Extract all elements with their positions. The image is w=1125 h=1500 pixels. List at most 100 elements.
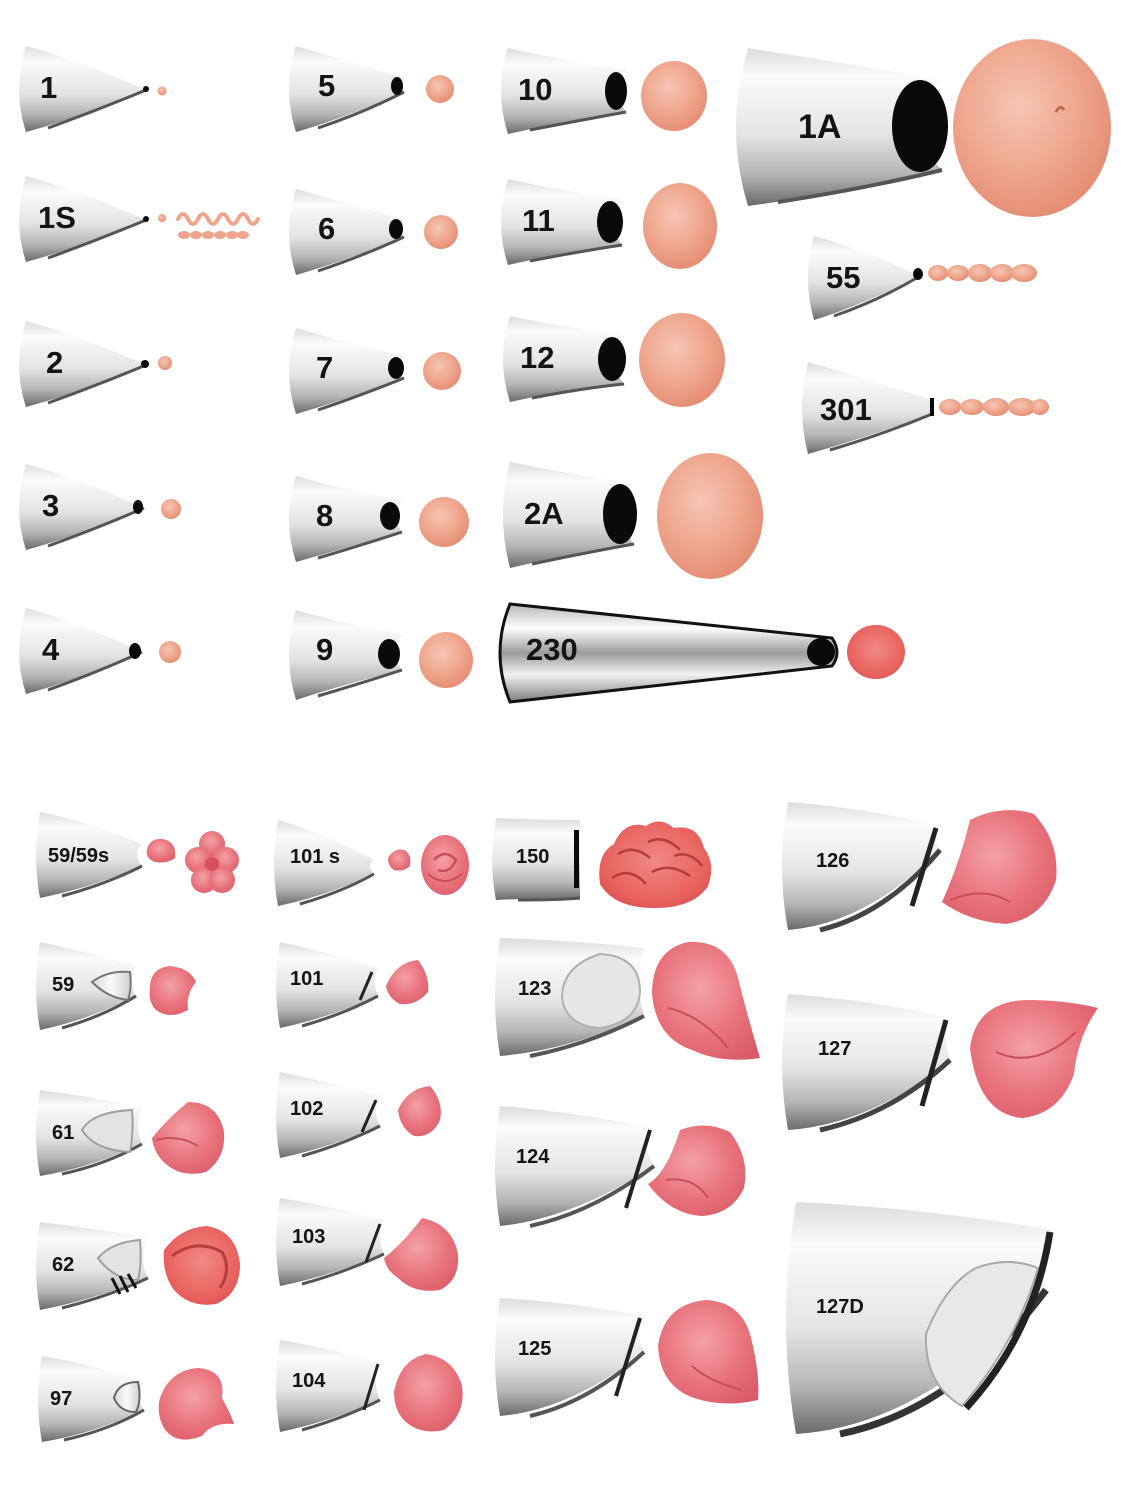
- tip-126-label: 126: [816, 850, 850, 872]
- tip-97-icing-petal: [156, 1364, 236, 1446]
- tip-123-body-icon: [495, 938, 645, 1058]
- tip-103-label: 103: [292, 1226, 326, 1248]
- tip-4[interactable]: 4: [8, 602, 150, 700]
- tip-1s-icing-samples: [156, 205, 272, 241]
- tip-127[interactable]: 127: [776, 988, 956, 1136]
- tip-127d[interactable]: 127D: [776, 1194, 1058, 1442]
- tip-101-label: 101: [290, 968, 324, 990]
- tip-8-icing-dot: [418, 496, 470, 548]
- tip-9[interactable]: 9: [280, 604, 410, 706]
- tip-2a[interactable]: 2A: [494, 456, 644, 574]
- tip-5[interactable]: 5: [280, 40, 410, 138]
- tip-1a-body-icon: [736, 48, 948, 206]
- tip-3-icing-dot: [160, 498, 182, 520]
- tip-127-label: 127: [818, 1038, 852, 1060]
- tip-230-label: 230: [526, 632, 578, 667]
- tip-126[interactable]: 126: [776, 796, 946, 936]
- tip-123[interactable]: 123: [490, 932, 650, 1062]
- tip-12-label: 12: [520, 340, 555, 375]
- tip-59-59s[interactable]: 59/59s: [32, 808, 146, 902]
- tip-4-label: 4: [42, 632, 60, 667]
- tip-62[interactable]: 62: [32, 1218, 152, 1314]
- tip-1s[interactable]: 1S: [8, 170, 150, 268]
- tip-301[interactable]: 301: [794, 356, 936, 460]
- tip-102-icing-petal: [396, 1084, 444, 1140]
- tip-11-label: 11: [522, 203, 555, 238]
- tip-102[interactable]: 102: [272, 1068, 384, 1162]
- tip-124-body-icon: [495, 1106, 656, 1228]
- tip-301-icing-beads: [938, 396, 1050, 418]
- tip-97-label: 97: [50, 1388, 73, 1410]
- tip-6-icing-dot: [423, 214, 459, 250]
- tip-55-label: 55: [826, 260, 861, 295]
- tip-126-body-icon: [782, 802, 942, 933]
- tip-97-body-icon: [38, 1356, 145, 1442]
- tip-11[interactable]: 11: [492, 173, 634, 271]
- tip-125[interactable]: 125: [490, 1292, 650, 1422]
- tip-104-icing-petal: [392, 1350, 466, 1436]
- tip-125-label: 125: [518, 1338, 552, 1360]
- tip-62-label: 62: [52, 1254, 75, 1276]
- tip-123-icing-petal: [648, 938, 762, 1066]
- tip-101[interactable]: 101: [272, 938, 382, 1032]
- tip-7-body-icon: [289, 328, 405, 414]
- tip-301-body-icon: [802, 362, 934, 454]
- tip-11-body-icon: [501, 179, 623, 265]
- tip-59-59s-icing-flower: [185, 828, 239, 898]
- tip-11-icing-dot: [642, 182, 718, 270]
- tip-2a-label: 2A: [524, 496, 564, 531]
- tip-2[interactable]: 2: [8, 315, 150, 413]
- tip-125-body-icon: [495, 1298, 646, 1418]
- tip-101-body-icon: [276, 942, 379, 1028]
- tip-59[interactable]: 59: [32, 938, 140, 1034]
- tip-8[interactable]: 8: [280, 470, 410, 568]
- tip-2-icing-dot: [157, 355, 173, 371]
- tip-6-label: 6: [318, 211, 336, 246]
- tip-230[interactable]: 230: [496, 600, 842, 706]
- tip-12[interactable]: 12: [494, 310, 636, 408]
- tip-103-body-icon: [276, 1198, 385, 1286]
- tip-59-59s-label: 59/59s: [48, 845, 110, 867]
- tip-7[interactable]: 7: [280, 322, 410, 420]
- tip-124-label: 124: [516, 1146, 550, 1168]
- tip-8-body-icon: [289, 476, 403, 562]
- tip-127d-label: 127D: [816, 1296, 864, 1318]
- tip-103[interactable]: 103: [272, 1194, 388, 1290]
- tip-9-body-icon: [289, 610, 403, 700]
- tip-10-icing-dot: [640, 60, 708, 132]
- tip-5-body-icon: [289, 46, 405, 132]
- tip-61-icing-petal: [148, 1098, 228, 1178]
- tip-1[interactable]: 1: [8, 40, 150, 138]
- tip-104[interactable]: 104: [272, 1336, 384, 1436]
- tip-59-59s-body-icon: [36, 812, 143, 898]
- tip-4-body-icon: [19, 608, 143, 694]
- tip-62-body-icon: [36, 1222, 149, 1310]
- tip-1s-label: 1S: [38, 200, 76, 235]
- tip-102-body-icon: [276, 1072, 381, 1158]
- tip-1a[interactable]: 1A: [728, 42, 950, 212]
- tip-124-icing-petal: [646, 1118, 750, 1218]
- tip-5-icing-dot: [425, 74, 455, 104]
- tip-101s[interactable]: 101 s: [270, 816, 378, 910]
- tip-3[interactable]: 3: [8, 458, 150, 556]
- tip-123-label: 123: [518, 978, 552, 1000]
- tip-3-label: 3: [42, 488, 60, 523]
- tip-150[interactable]: 150: [488, 812, 588, 906]
- tip-1-label: 1: [40, 70, 58, 105]
- tip-61[interactable]: 61: [32, 1086, 146, 1180]
- tip-97[interactable]: 97: [34, 1352, 148, 1446]
- tip-126-icing-petal: [940, 802, 1060, 926]
- tip-124[interactable]: 124: [490, 1100, 660, 1232]
- tip-1a-icing-dot: [952, 38, 1112, 218]
- tip-10[interactable]: 10: [492, 42, 634, 140]
- tip-55[interactable]: 55: [800, 230, 924, 326]
- tip-101s-icing-rose: [420, 834, 470, 896]
- tip-9-icing-dot: [418, 631, 474, 689]
- tip-1s-body-icon: [19, 176, 149, 262]
- tip-12-icing-dot: [638, 312, 726, 408]
- tip-103-icing-petal: [382, 1214, 462, 1294]
- tip-301-label: 301: [820, 392, 872, 427]
- tip-59-59s-icing-petal: [143, 836, 179, 866]
- tip-5-label: 5: [318, 68, 336, 103]
- tip-6[interactable]: 6: [280, 183, 410, 281]
